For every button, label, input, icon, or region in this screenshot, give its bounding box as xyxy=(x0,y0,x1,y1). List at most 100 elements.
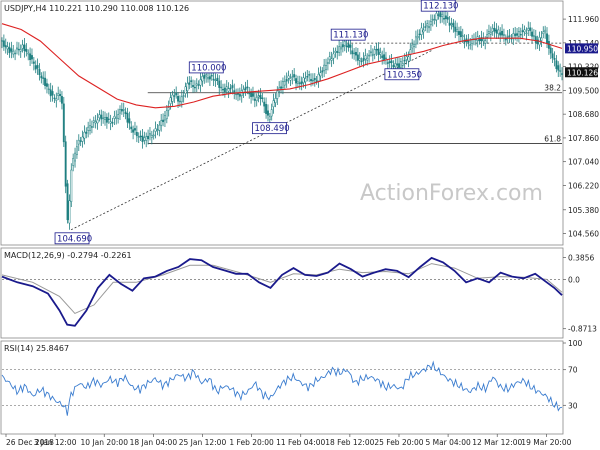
candle-body xyxy=(441,13,444,17)
candle-body xyxy=(512,33,515,39)
candle-body xyxy=(29,53,32,60)
candle-body xyxy=(488,31,490,34)
candle-body xyxy=(21,44,24,49)
candle-body xyxy=(152,134,155,137)
candle-body xyxy=(401,63,404,66)
candle-body xyxy=(162,119,165,123)
candle-body xyxy=(242,89,245,94)
candle-body xyxy=(482,38,485,42)
candle-body xyxy=(139,135,142,138)
candle-body xyxy=(233,90,236,95)
macd-panel: 0.3856 0.0 -0.8713 xyxy=(1,254,597,334)
candle-body xyxy=(222,88,224,91)
candle-body xyxy=(328,56,331,61)
candle-body xyxy=(117,114,120,119)
candle-body xyxy=(216,77,219,81)
candle-body xyxy=(104,117,106,120)
macd-line xyxy=(1,256,563,327)
candle-body xyxy=(81,136,84,142)
candle-body xyxy=(225,86,228,90)
candle-body xyxy=(163,115,166,121)
candle-body xyxy=(83,131,86,139)
candle-body xyxy=(62,103,65,143)
candle-body xyxy=(72,158,75,166)
price-annotation-box xyxy=(252,122,287,135)
candle-body xyxy=(255,97,258,101)
candle-body xyxy=(546,33,548,44)
candle-body xyxy=(235,93,238,96)
candle-body xyxy=(199,79,202,86)
candle-body xyxy=(122,109,125,111)
price-annotation-label: 104.690 xyxy=(57,234,92,244)
candle-body xyxy=(53,97,56,99)
candle-body xyxy=(439,12,442,18)
candle-body xyxy=(452,22,455,28)
candle-body xyxy=(227,88,230,92)
candle-body xyxy=(178,100,181,103)
candle-body xyxy=(147,135,150,140)
watermark: ActionForex.com xyxy=(360,181,543,206)
candle-body xyxy=(126,113,129,123)
price-annotation-box xyxy=(420,0,456,12)
x-tick-label: 25 Jan 12:00 xyxy=(179,438,227,447)
candle-body xyxy=(257,95,260,98)
candle-body xyxy=(555,60,558,69)
candle-body xyxy=(201,76,204,82)
candle-body xyxy=(10,48,13,52)
moving-average-line xyxy=(1,23,563,109)
candle-body xyxy=(373,49,376,55)
candle-body xyxy=(308,74,311,76)
price-annotation-label: 110.000 xyxy=(191,63,226,73)
price-annotation-label: 108.490 xyxy=(254,124,289,134)
candle-body xyxy=(304,78,307,83)
candle-body xyxy=(75,146,78,156)
candle-body xyxy=(31,55,33,60)
price-y-tick-label: 106.220 xyxy=(568,181,599,190)
candle-body xyxy=(323,64,326,71)
price-tag-box xyxy=(565,67,598,78)
rsi-y-tick-label: 70 xyxy=(568,366,578,375)
candle-body xyxy=(111,122,114,124)
candle-body xyxy=(366,57,369,61)
candle-body xyxy=(87,126,90,131)
candle-body xyxy=(542,31,545,35)
candle-body xyxy=(293,74,296,78)
candle-body xyxy=(134,128,136,131)
candle-body xyxy=(394,63,397,68)
candle-body xyxy=(534,36,537,43)
candle-body xyxy=(180,96,183,103)
x-tick-label: 10 Jan 20:00 xyxy=(80,438,128,447)
candle-body xyxy=(450,23,453,25)
candle-body xyxy=(59,94,62,96)
candle-body xyxy=(493,27,496,32)
candle-body xyxy=(300,81,303,85)
candle-body xyxy=(124,111,127,115)
candle-body xyxy=(274,98,277,103)
candle-body xyxy=(90,126,93,128)
price-y-tick-label: 111.140 xyxy=(568,39,599,48)
x-tick-label: 18 Jan 04:00 xyxy=(130,438,178,447)
candle-body xyxy=(203,74,206,79)
candle-body xyxy=(4,45,7,48)
candle-body xyxy=(248,92,251,95)
candle-body xyxy=(360,60,363,63)
candle-body xyxy=(371,54,374,56)
candle-body xyxy=(175,92,178,96)
candle-body xyxy=(486,34,489,38)
candle-body xyxy=(407,56,410,62)
candle-body xyxy=(120,109,123,112)
candle-body xyxy=(47,88,50,90)
candle-body xyxy=(319,72,322,77)
candle-body xyxy=(501,30,504,36)
rsi-line xyxy=(1,360,563,416)
price-y-tick-label: 107.040 xyxy=(568,158,599,167)
candle-body xyxy=(484,40,487,44)
candle-body xyxy=(310,79,312,82)
candle-body xyxy=(521,30,524,33)
candle-body xyxy=(317,74,320,82)
price-annotation-label: 111.130 xyxy=(333,31,368,41)
candle-body xyxy=(353,52,356,55)
candle-body xyxy=(51,91,54,96)
candle-body xyxy=(36,65,39,69)
